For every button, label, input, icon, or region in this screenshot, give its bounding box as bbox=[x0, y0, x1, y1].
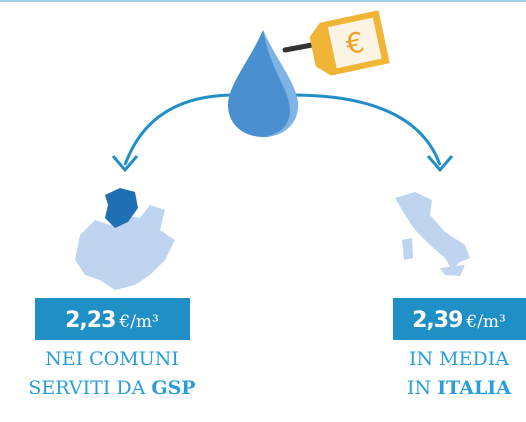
tag-label bbox=[327, 17, 382, 69]
price-text: 2,23 €/m³ bbox=[65, 308, 159, 333]
price-unit: €/m³ bbox=[465, 312, 505, 332]
caption-line: IN MEDIA bbox=[409, 348, 509, 370]
price-unit: €/m³ bbox=[118, 312, 158, 332]
price-text: 2,39 €/m³ bbox=[412, 308, 506, 333]
price-box bbox=[35, 298, 190, 340]
caption-text: SERVITI DA bbox=[28, 377, 151, 399]
arrow-right bbox=[291, 93, 442, 166]
price-value: 2,39 bbox=[412, 308, 462, 333]
price-value: 2,23 bbox=[65, 308, 115, 333]
tag-string bbox=[282, 42, 315, 53]
caption-bold: GSP bbox=[151, 377, 195, 399]
arrow-left-head bbox=[111, 155, 139, 173]
map-veneto bbox=[75, 205, 175, 290]
caption-text: IN bbox=[407, 377, 437, 399]
map-italy bbox=[395, 192, 470, 270]
drop-highlight bbox=[263, 30, 298, 137]
water-drop bbox=[228, 30, 298, 137]
price-tag: € bbox=[309, 10, 390, 76]
caption-line: NEI COMUNI bbox=[45, 348, 179, 370]
arrow-right-head bbox=[426, 155, 454, 173]
caption-bold: ITALIA bbox=[437, 377, 511, 399]
map-sardinia bbox=[402, 238, 413, 260]
caption-line: SERVITI DA GSP bbox=[28, 377, 195, 399]
price-box bbox=[393, 298, 526, 340]
arrow-left bbox=[123, 93, 236, 166]
map-gsp-area bbox=[105, 188, 138, 228]
caption-line: IN ITALIA bbox=[407, 377, 511, 399]
map-sicily bbox=[440, 265, 465, 276]
